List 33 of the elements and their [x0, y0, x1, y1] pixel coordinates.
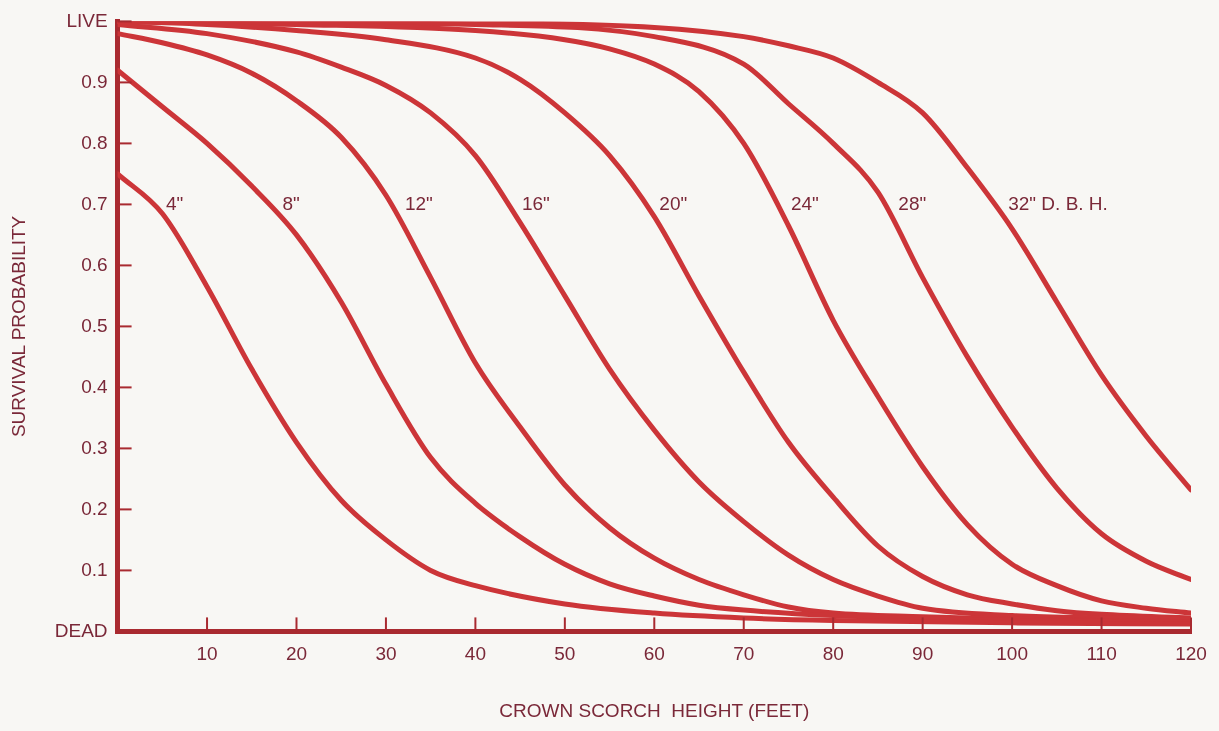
x-tick-label: 100 [996, 643, 1028, 665]
series-label: 28" [898, 192, 927, 214]
y-tick-label: 0.3 [81, 436, 108, 458]
x-tick-label: 90 [912, 643, 934, 665]
x-tick-label: 30 [375, 643, 397, 665]
series-label: 4" [165, 192, 184, 214]
y-tick-label: 0.1 [81, 558, 108, 580]
x-tick-label: 80 [822, 643, 844, 665]
x-axis-title: CROWN SCORCH HEIGHT (FEET) [499, 699, 810, 721]
x-tick-label: 70 [733, 643, 755, 665]
y-tick-label: 0.5 [81, 314, 108, 336]
x-tick-label: 40 [464, 643, 486, 665]
y-tick-label: DEAD [54, 619, 108, 641]
series-label: 8" [282, 192, 300, 214]
x-tick-label: 120 [1175, 643, 1207, 665]
y-axis-title: SURVIVAL PROBABILITY [7, 215, 29, 438]
series-label: 24" [790, 192, 819, 214]
y-tick-label: 0.8 [81, 131, 108, 153]
y-tick-label: 0.6 [81, 253, 108, 275]
series-label: 32" D. B. H. [1008, 192, 1108, 214]
series-label: 20" [659, 192, 688, 214]
x-tick-label: 10 [196, 643, 218, 665]
x-tick-label: 20 [285, 643, 308, 665]
y-tick-label: LIVE [66, 9, 108, 31]
y-tick-label: 0.7 [81, 192, 108, 214]
x-tick-label: 50 [554, 643, 576, 665]
y-tick-label: 0.9 [81, 70, 108, 92]
y-tick-label: 0.4 [81, 375, 109, 397]
series-label: 12" [404, 192, 433, 214]
series-label: 16" [521, 192, 550, 214]
x-tick-label: 60 [643, 643, 665, 665]
y-tick-label: 0.2 [81, 497, 108, 519]
x-tick-label: 110 [1086, 643, 1117, 665]
